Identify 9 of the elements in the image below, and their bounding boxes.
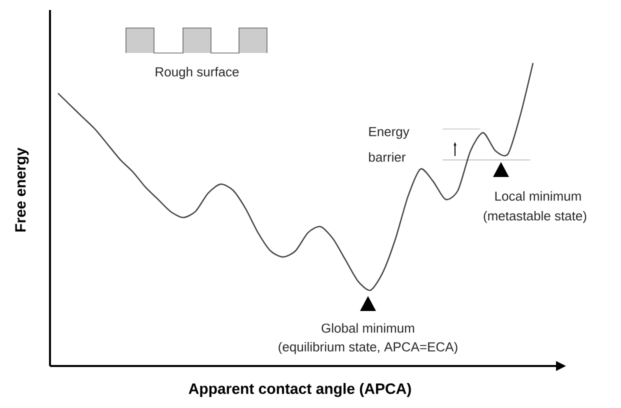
annotation: (equilibrium state, APCA=ECA) — [278, 342, 458, 354]
annotation: Global minimum — [322, 323, 414, 333]
annotation: barrier — [369, 152, 406, 162]
y-axis-title: Free energy — [15, 148, 29, 232]
annotation: Energy — [369, 127, 410, 139]
x-axis-title: Apparent contact angle (APCA) — [188, 382, 411, 398]
annotation: Rough surface — [156, 66, 239, 80]
annotation: Local minimum — [495, 191, 581, 201]
annotation: (metastable state) — [484, 210, 586, 224]
